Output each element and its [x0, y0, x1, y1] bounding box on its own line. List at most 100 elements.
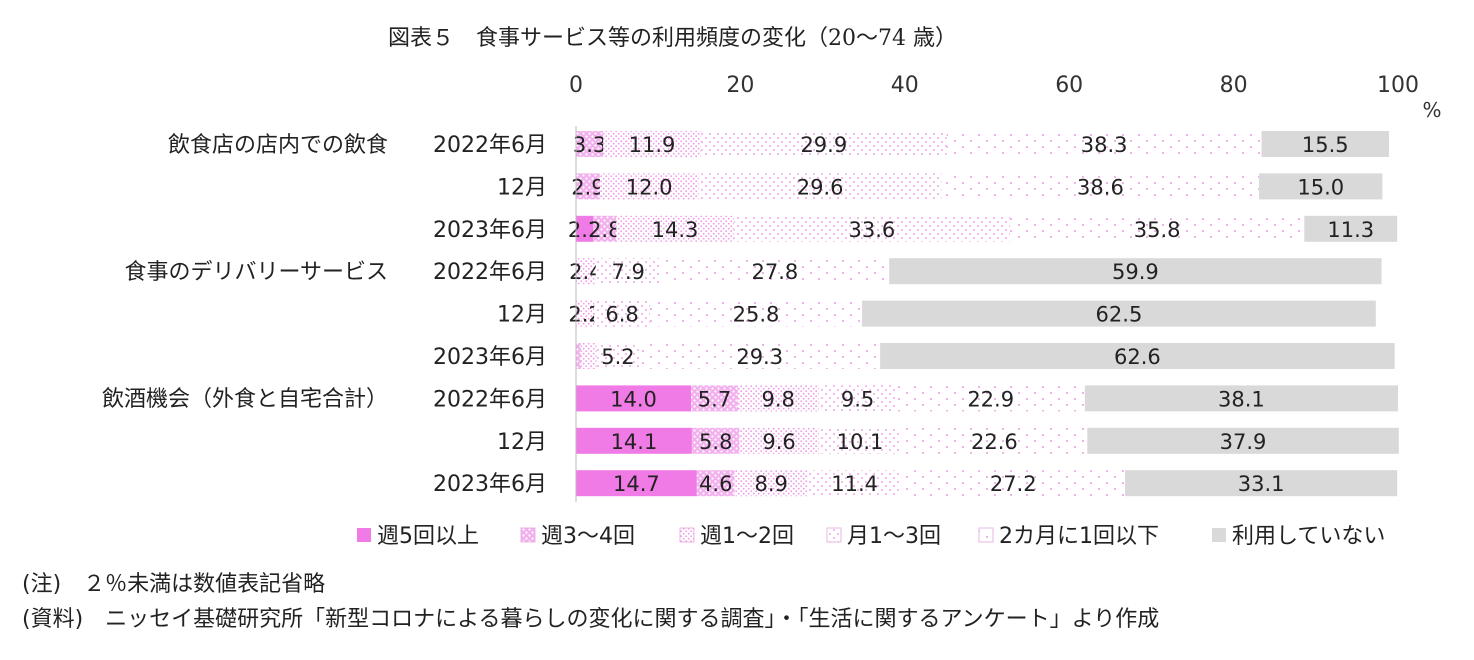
row-label: 2023年6月 [433, 472, 547, 497]
data-label: 38.6 [1077, 175, 1124, 199]
bar-segment-2 [691, 385, 738, 412]
bar-segment-2 [593, 215, 617, 242]
bar-segment-5 [1010, 215, 1305, 242]
data-label: 14.7 [613, 472, 660, 496]
legend-label: 週3〜4回 [541, 524, 635, 549]
x-tick-label: 60 [1055, 73, 1083, 98]
unit-label: % [1422, 98, 1441, 122]
data-label: 5.2 [601, 345, 634, 369]
row-labels: 2022年6月 12月 2023年6月 2022年6月 12月 2023年6月 2022年6… [433, 133, 547, 497]
data-label: 4.6 [699, 472, 732, 496]
data-label: 29.6 [797, 175, 844, 199]
bar-segment-3 [576, 300, 595, 327]
data-label: 10.1 [837, 430, 884, 454]
data-label: 59.9 [1112, 260, 1159, 284]
row-label: 2022年6月 [433, 387, 547, 412]
x-tick-label: 100 [1377, 73, 1419, 98]
bar-segment-5 [896, 385, 1085, 412]
row-label: 12月 [497, 303, 547, 328]
data-label: 22.6 [971, 430, 1018, 454]
bar-segment-4 [596, 343, 640, 369]
bar-segment-4 [818, 427, 902, 454]
bar-segment-6 [862, 300, 1376, 327]
data-label: 14.1 [611, 430, 658, 454]
bar-segment-1 [576, 215, 594, 242]
data-label: 25.8 [733, 303, 780, 327]
data-label: 15.5 [1302, 133, 1349, 157]
data-label: 9.5 [841, 387, 874, 411]
data-label: 5.7 [698, 387, 731, 411]
group-label: 食事のデリバリーサービス [124, 260, 388, 285]
bar-segment-1 [576, 427, 692, 454]
legend-swatch [520, 527, 536, 543]
bar-segment-5 [649, 300, 863, 327]
legend-label: 週5回以上 [377, 524, 479, 549]
data-label: 8.9 [755, 472, 788, 496]
bar-segment-4 [698, 173, 942, 200]
bar-segment-6 [889, 258, 1382, 285]
legend-swatch [679, 527, 695, 543]
data-label: 6.8 [605, 303, 638, 327]
legend: 週5回以上 週3〜4回 週1〜2回 月1〜3回 2カ月に1回以下 利用していない [357, 524, 1385, 549]
legend-swatch [1212, 528, 1226, 542]
bar-segment-4 [733, 215, 1011, 242]
bar-segment-6 [1304, 215, 1398, 242]
data-label: 11.4 [831, 472, 878, 496]
data-label: 33.6 [849, 218, 896, 242]
legend-swatch [357, 528, 371, 542]
data-label: 7.9 [611, 260, 644, 284]
bar-segment-6 [1084, 385, 1398, 412]
legend-label: 月1〜3回 [847, 524, 941, 549]
data-label: 22.9 [967, 387, 1014, 411]
chart-title: 図表５ 食事サービス等の利用頻度の変化（20〜74 歳） [388, 26, 957, 51]
row-label: 2023年6月 [433, 218, 547, 243]
row-label: 12月 [497, 175, 547, 200]
bar-segment-1 [576, 385, 692, 412]
bar-segment-5 [901, 470, 1126, 497]
data-label: 29.9 [800, 133, 847, 157]
bar-segment-6 [1087, 427, 1399, 454]
data-label: 29.3 [736, 345, 783, 369]
data-label: 9.6 [762, 430, 795, 454]
x-tick-label: 0 [569, 73, 583, 98]
x-tick-label: 80 [1220, 73, 1248, 98]
data-label: 2.8 [588, 218, 621, 242]
bar-segment-6 [880, 343, 1395, 369]
bar-segment-6 [1259, 173, 1383, 200]
bar-segment-3 [739, 427, 819, 454]
group-label: 飲酒機会（外食と自宅合計） [102, 387, 388, 412]
bar-segment-3 [603, 131, 701, 157]
bar-segment-3 [734, 470, 808, 497]
bar-segment-6 [1261, 131, 1389, 157]
data-label: 33.1 [1238, 472, 1285, 496]
data-label: 15.0 [1297, 175, 1344, 199]
source-text: (資料) ニッセイ基礎研究所「新型コロナによる暮らしの変化に関する調査」・「生活… [22, 607, 1160, 632]
x-tick-label: 20 [726, 73, 754, 98]
bar-segment-2 [576, 131, 604, 157]
bar-segment-5 [941, 173, 1260, 200]
bar-segment-2 [576, 173, 600, 200]
legend-label: 週1〜2回 [700, 524, 794, 549]
data-label: 14.3 [652, 218, 699, 242]
legend-swatch [978, 527, 994, 543]
bar-segment-4 [595, 258, 661, 285]
bar-segment-4 [700, 131, 947, 157]
data-label: 9.8 [762, 387, 795, 411]
data-label: 11.3 [1327, 218, 1374, 242]
stacked-bar-chart: 図表５ 食事サービス等の利用頻度の変化（20〜74 歳） 0 20 40 60 80 10… [102, 26, 1442, 549]
legend-swatch [826, 527, 842, 543]
bar-segment-2 [576, 343, 581, 369]
bar-segment-5 [660, 258, 890, 285]
bar-segment-5 [639, 343, 881, 369]
x-axis-ticks: 0 20 40 60 80 100 [569, 73, 1419, 98]
bar-segment-3 [580, 343, 597, 369]
bar-segment-5 [946, 131, 1262, 157]
bar-segment-2 [696, 470, 735, 497]
row-label: 2022年6月 [433, 260, 547, 285]
legend-label: 2カ月に1回以下 [999, 524, 1159, 549]
data-label: 3.3 [573, 133, 606, 157]
row-label: 2023年6月 [433, 345, 547, 370]
row-label: 2022年6月 [433, 133, 547, 158]
bar-segment-1 [576, 470, 697, 497]
